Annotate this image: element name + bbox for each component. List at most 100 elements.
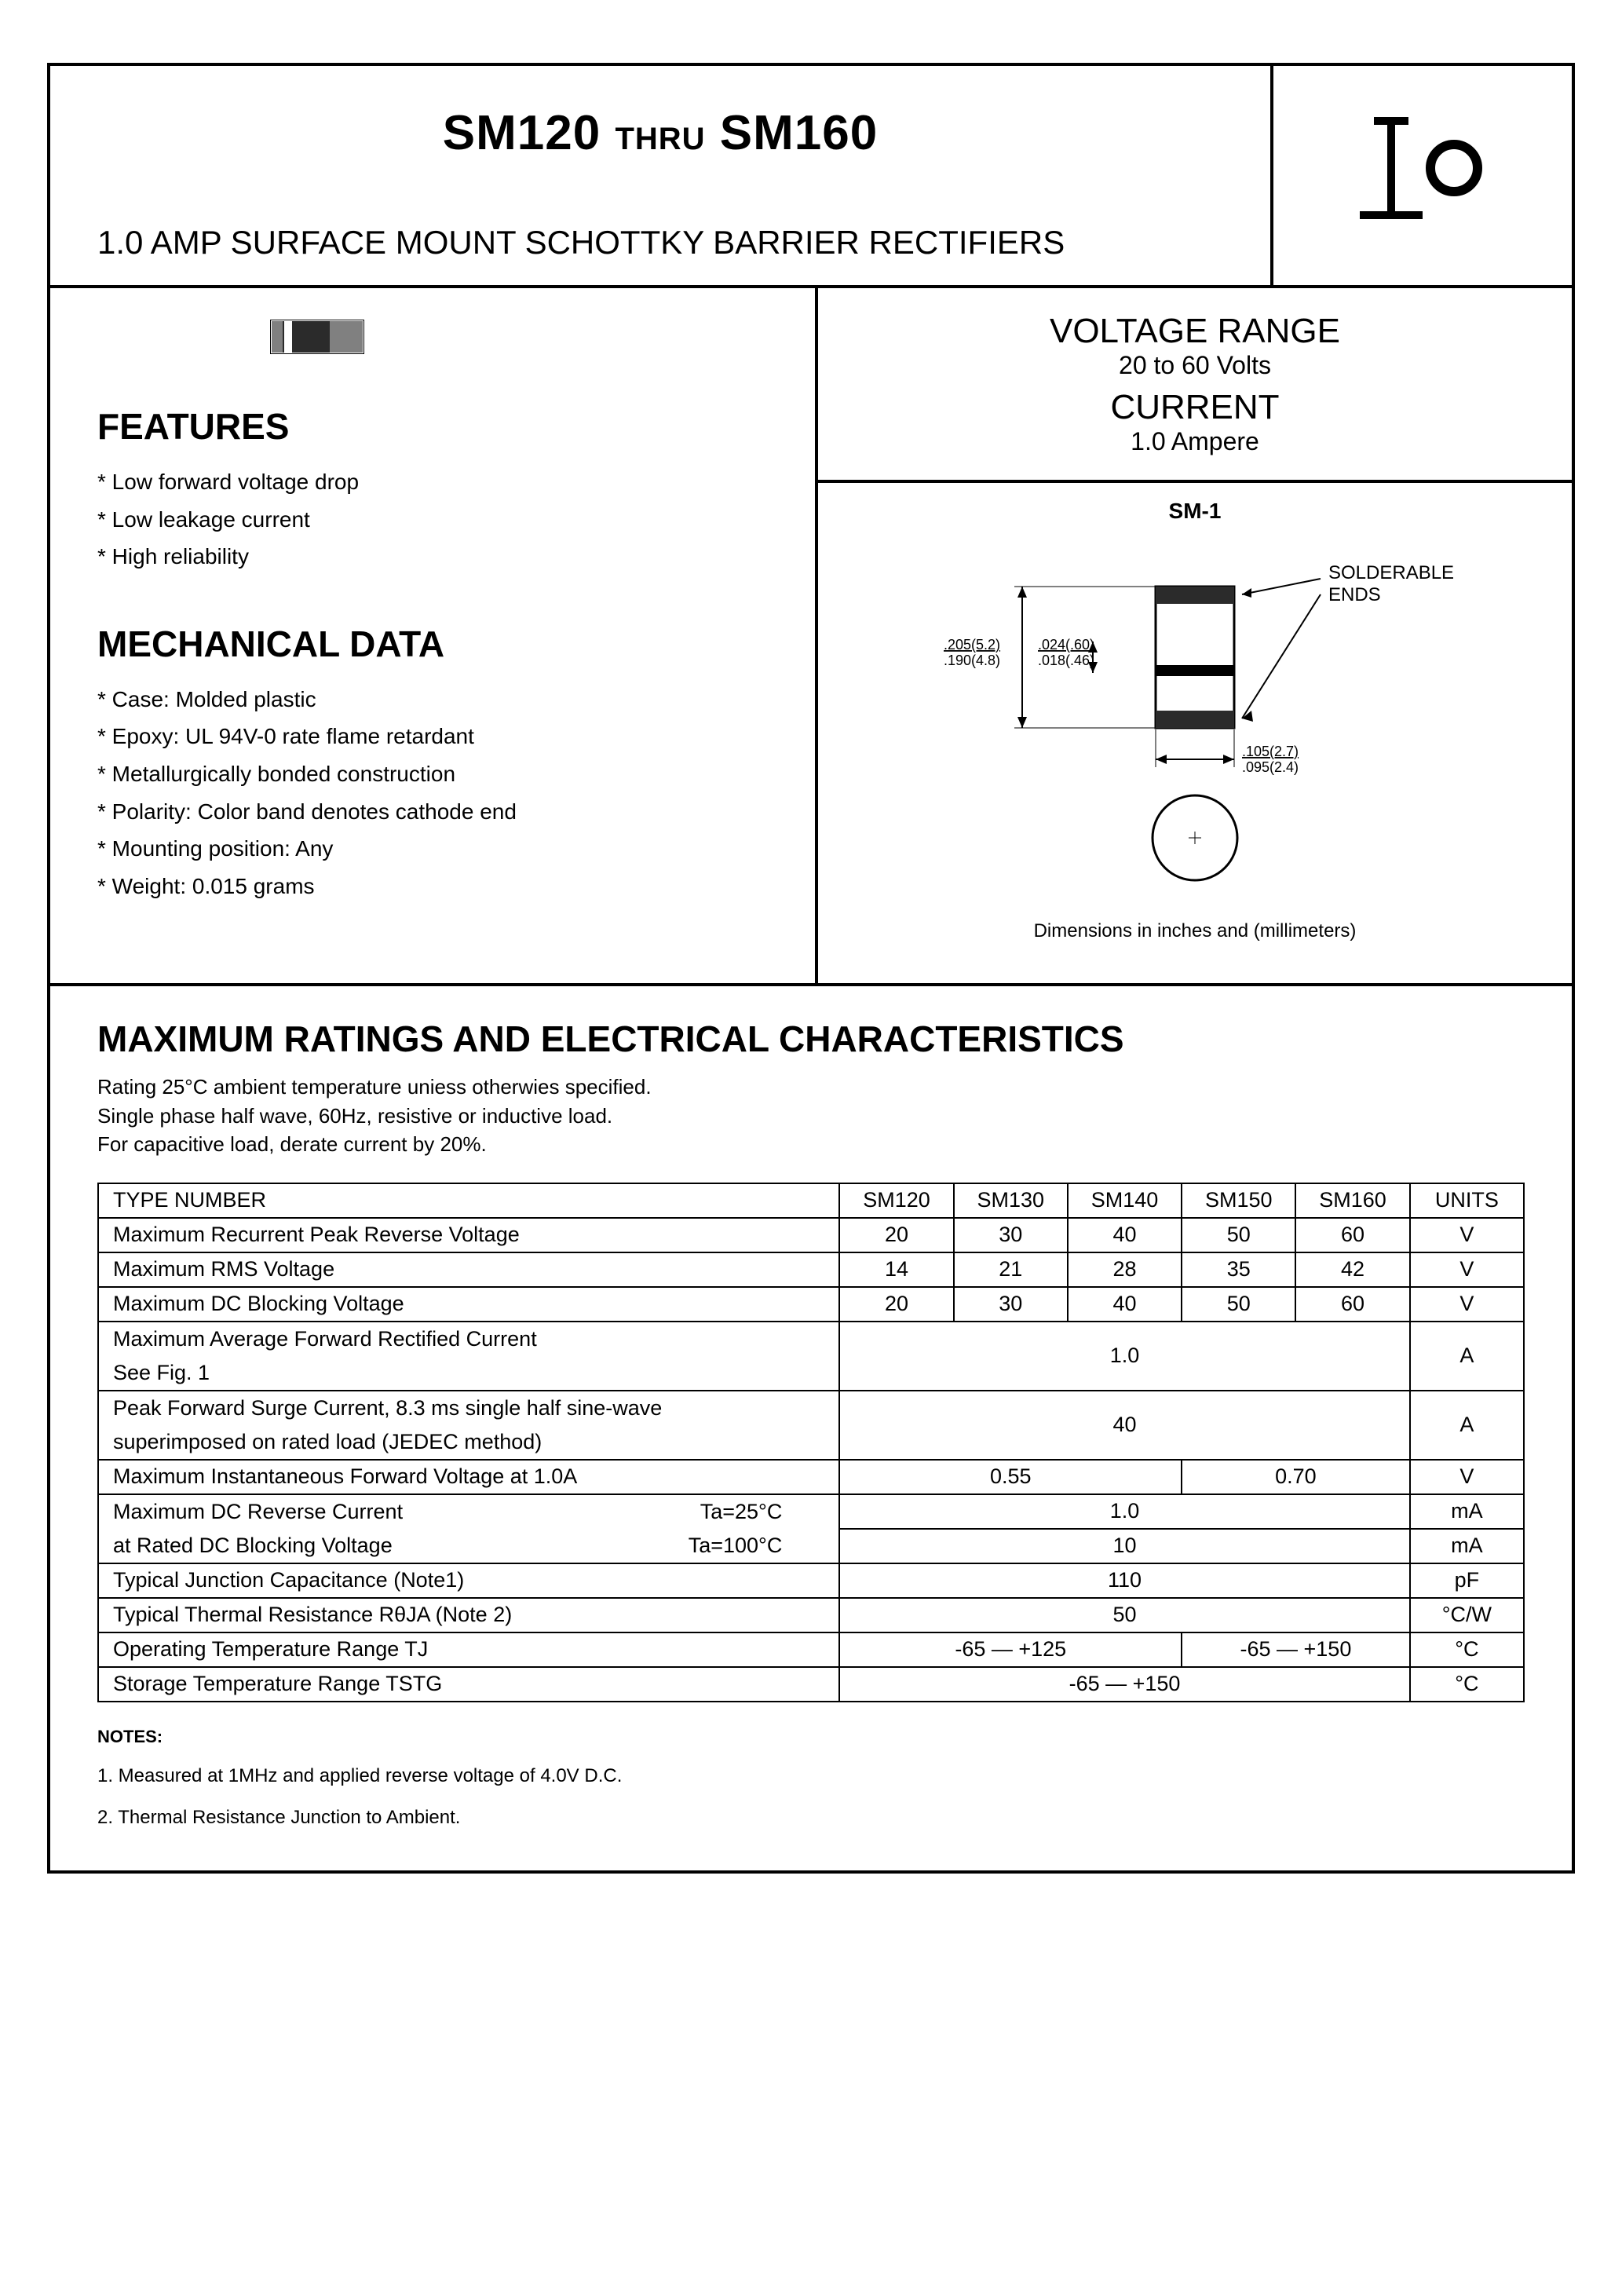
note-item: 1. Measured at 1MHz and applied reverse …: [97, 1756, 1525, 1797]
col-sm120: SM120: [839, 1183, 953, 1218]
table-header-row: TYPE NUMBER SM120 SM130 SM140 SM150 SM16…: [98, 1183, 1524, 1218]
voltage-range-value: 20 to 60 Volts: [849, 351, 1540, 380]
table-row: at Rated DC Blocking Voltage Ta=100°C 10…: [98, 1529, 1524, 1563]
row-label: Typical Thermal Resistance RθJA (Note 2): [98, 1598, 839, 1632]
content-left: FEATURES * Low forward voltage drop * Lo…: [50, 288, 818, 983]
row-unit: °C: [1410, 1667, 1524, 1702]
row-val: 110: [839, 1563, 1409, 1598]
row-label: Maximum Recurrent Peak Reverse Voltage: [98, 1218, 839, 1252]
dimension-drawing: SOLDERABLE ENDS .205(5.2) .190(4.8) .024…: [897, 539, 1493, 901]
ratings-notes: Rating 25°C ambient temperature uniess o…: [97, 1073, 1525, 1158]
ratings-heading: MAXIMUM RATINGS AND ELECTRICAL CHARACTER…: [97, 1018, 1525, 1060]
row-label: Maximum RMS Voltage: [98, 1252, 839, 1287]
table-row: Maximum Recurrent Peak Reverse Voltage 2…: [98, 1218, 1524, 1252]
mechanical-heading: MECHANICAL DATA: [97, 623, 768, 665]
row-unit: V: [1410, 1460, 1524, 1494]
table-row: Operating Temperature Range TJ -65 — +12…: [98, 1632, 1524, 1667]
svg-text:ENDS: ENDS: [1328, 584, 1381, 605]
row-unit: °C: [1410, 1632, 1524, 1667]
row-label: See Fig. 1: [98, 1356, 839, 1391]
row-val: 0.70: [1182, 1460, 1410, 1494]
row-label: Operating Temperature Range TJ: [98, 1632, 839, 1667]
range-block: VOLTAGE RANGE 20 to 60 Volts CURRENT 1.0…: [818, 288, 1572, 483]
ratings-note-line: For capacitive load, derate current by 2…: [97, 1130, 1525, 1158]
ratings-note-line: Single phase half wave, 60Hz, resistive …: [97, 1102, 1525, 1130]
package-label: SM-1: [849, 499, 1540, 524]
row-label: superimposed on rated load (JEDEC method…: [98, 1425, 839, 1460]
dim1-bot: .190(4.8): [944, 653, 1000, 668]
table-row: Storage Temperature Range TSTG -65 — +15…: [98, 1667, 1524, 1702]
feature-item: * Low leakage current: [97, 501, 768, 539]
feature-item: * High reliability: [97, 538, 768, 576]
row-unit: A: [1410, 1322, 1524, 1391]
datasheet-page: SM120 THRU SM160 1.0 AMP SURFACE MOUNT S…: [47, 63, 1575, 1874]
col-units: UNITS: [1410, 1183, 1524, 1218]
title-part-a: SM120: [443, 106, 601, 160]
row-val: -65 — +150: [839, 1667, 1409, 1702]
notes-heading: NOTES:: [97, 1718, 1525, 1756]
header-left: SM120 THRU SM160 1.0 AMP SURFACE MOUNT S…: [50, 66, 1273, 285]
package-icon: [270, 320, 768, 358]
current-heading: CURRENT: [849, 388, 1540, 427]
table-row: Maximum Average Forward Rectified Curren…: [98, 1322, 1524, 1356]
row-label: Maximum Average Forward Rectified Curren…: [98, 1322, 839, 1356]
table-row: Maximum RMS Voltage 14 21 28 35 42 V: [98, 1252, 1524, 1287]
ratings-block: MAXIMUM RATINGS AND ELECTRICAL CHARACTER…: [50, 986, 1572, 1870]
ratings-note-line: Rating 25°C ambient temperature uniess o…: [97, 1073, 1525, 1101]
col-sm130: SM130: [954, 1183, 1068, 1218]
dim2-top: .024(.60): [1038, 637, 1094, 653]
col-sm150: SM150: [1182, 1183, 1295, 1218]
table-row: Maximum DC Reverse Current Ta=25°C 1.0 m…: [98, 1494, 1524, 1529]
row-val: -65 — +150: [1182, 1632, 1410, 1667]
subtitle: 1.0 AMP SURFACE MOUNT SCHOTTKY BARRIER R…: [97, 224, 1223, 261]
mechanical-item: * Weight: 0.015 grams: [97, 868, 768, 905]
ratings-table: TYPE NUMBER SM120 SM130 SM140 SM150 SM16…: [97, 1183, 1525, 1702]
dim3-top: .105(2.7): [1242, 744, 1299, 759]
row-label: at Rated DC Blocking Voltage Ta=100°C: [98, 1529, 839, 1563]
mechanical-list: * Case: Molded plastic * Epoxy: UL 94V-0…: [97, 681, 768, 905]
company-logo-icon: [1344, 105, 1501, 247]
table-row: Typical Thermal Resistance RθJA (Note 2)…: [98, 1598, 1524, 1632]
row-val: 0.55: [839, 1460, 1182, 1494]
dim3-bot: .095(2.4): [1242, 759, 1299, 775]
col-sm140: SM140: [1068, 1183, 1182, 1218]
header-row: SM120 THRU SM160 1.0 AMP SURFACE MOUNT S…: [50, 66, 1572, 288]
note-item: 2. Thermal Resistance Junction to Ambien…: [97, 1797, 1525, 1839]
row-val: -65 — +125: [839, 1632, 1182, 1667]
dim2-bot: .018(.46): [1038, 653, 1094, 668]
row-val: 1.0: [839, 1494, 1409, 1529]
row-label: Storage Temperature Range TSTG: [98, 1667, 839, 1702]
features-list: * Low forward voltage drop * Low leakage…: [97, 463, 768, 576]
table-row: Maximum Instantaneous Forward Voltage at…: [98, 1460, 1524, 1494]
row-val: 1.0: [839, 1322, 1409, 1391]
row-label: Maximum DC Reverse Current Ta=25°C: [98, 1494, 839, 1529]
solderable-label: SOLDERABLE: [1328, 562, 1454, 583]
row-unit: A: [1410, 1391, 1524, 1460]
col-sm160: SM160: [1295, 1183, 1409, 1218]
row-unit: mA: [1410, 1529, 1524, 1563]
row-unit: pF: [1410, 1563, 1524, 1598]
mechanical-item: * Polarity: Color band denotes cathode e…: [97, 793, 768, 831]
row-label: Maximum Instantaneous Forward Voltage at…: [98, 1460, 839, 1494]
current-value: 1.0 Ampere: [849, 427, 1540, 456]
title-thru: THRU: [615, 122, 705, 156]
row-unit: mA: [1410, 1494, 1524, 1529]
row-val: 50: [839, 1598, 1409, 1632]
table-row: Typical Junction Capacitance (Note1) 110…: [98, 1563, 1524, 1598]
row-val: 10: [839, 1529, 1409, 1563]
feature-item: * Low forward voltage drop: [97, 463, 768, 501]
voltage-range-heading: VOLTAGE RANGE: [849, 312, 1540, 351]
mechanical-item: * Epoxy: UL 94V-0 rate flame retardant: [97, 718, 768, 755]
logo-cell: [1273, 66, 1572, 285]
row-unit: °C/W: [1410, 1598, 1524, 1632]
notes-block: NOTES: 1. Measured at 1MHz and applied r…: [97, 1718, 1525, 1839]
features-heading: FEATURES: [97, 405, 768, 448]
dimensions-block: SM-1 SOLDERABLE ENDS: [818, 483, 1572, 958]
row-val: 40: [839, 1391, 1409, 1460]
main-title: SM120 THRU SM160: [97, 105, 1223, 161]
mechanical-item: * Case: Molded plastic: [97, 681, 768, 718]
title-part-b: SM160: [720, 106, 878, 160]
table-row: Peak Forward Surge Current, 8.3 ms singl…: [98, 1391, 1524, 1425]
row-label: Peak Forward Surge Current, 8.3 ms singl…: [98, 1391, 839, 1425]
content-row: FEATURES * Low forward voltage drop * Lo…: [50, 288, 1572, 986]
